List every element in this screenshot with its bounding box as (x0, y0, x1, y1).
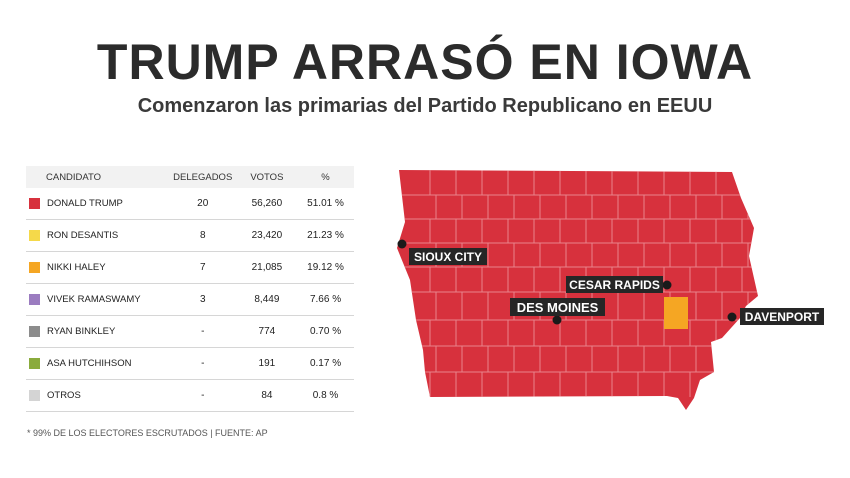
delegates-cell: 8 (168, 219, 237, 252)
city-dot (662, 280, 672, 290)
votes-cell: 21,085 (236, 251, 298, 284)
main-title: TRUMP ARRASÓ EN IOWA (96, 34, 754, 90)
color-swatch (29, 261, 40, 273)
city-label-box (566, 276, 663, 293)
votes-cell: 56,260 (236, 188, 298, 220)
city-dot (727, 312, 737, 322)
votes-cell: 191 (236, 347, 298, 380)
city-dot (397, 239, 407, 249)
table-row: DONALD TRUMP 20 56,260 51.01 % (26, 188, 354, 220)
delegates-cell: - (168, 347, 237, 380)
candidate-name: ASA HUTCHIHSON (47, 358, 132, 369)
footnote: * 99% DE LOS ELECTORES ESCRUTADOS | FUEN… (27, 428, 268, 438)
city-marker-cesar-rapids: CESAR RAPIDS (566, 276, 672, 293)
city-label: DES MOINES (517, 300, 599, 315)
table-row: ASA HUTCHIHSON - 191 0.17 % (26, 347, 354, 380)
city-label: DAVENPORT (745, 310, 820, 324)
candidate-name: DONALD TRUMP (47, 198, 123, 209)
percent-cell: 0.17 % (297, 347, 354, 380)
candidate-cell: RYAN BINKLEY (26, 315, 169, 348)
color-swatch (29, 325, 40, 337)
color-swatch (29, 197, 40, 209)
candidate-cell: DONALD TRUMP (26, 188, 169, 220)
votes-cell: 774 (236, 315, 298, 348)
candidate-cell: VIVEK RAMASWAMY (26, 283, 169, 316)
color-swatch (29, 357, 40, 369)
votes-cell: 8,449 (236, 283, 298, 316)
percent-cell: 51.01 % (297, 188, 354, 220)
candidate-cell: OTROS (26, 379, 169, 412)
table-row: VIVEK RAMASWAMY 3 8,449 7.66 % (26, 283, 354, 316)
candidate-name: RYAN BINKLEY (47, 326, 116, 337)
city-label-box (510, 298, 605, 316)
candidate-name: VIVEK RAMASWAMY (47, 294, 141, 305)
delegates-cell: 3 (168, 283, 237, 316)
header-percent: % (297, 166, 354, 188)
percent-cell: 0.70 % (297, 315, 354, 348)
votes-cell: 23,420 (236, 219, 298, 252)
candidate-name: RON DESANTIS (47, 230, 119, 241)
city-marker-des-moines: DES MOINES (510, 298, 605, 325)
table-row: RYAN BINKLEY - 774 0.70 % (26, 315, 354, 348)
color-swatch (29, 229, 40, 241)
city-label: SIOUX CITY (414, 250, 482, 264)
table-row: RON DESANTIS 8 23,420 21.23 % (26, 219, 354, 252)
candidate-cell: RON DESANTIS (26, 219, 169, 252)
city-marker-sioux-city: SIOUX CITY (397, 239, 487, 265)
color-swatch (29, 389, 40, 401)
delegates-cell: 20 (168, 188, 237, 220)
percent-cell: 0.8 % (297, 379, 354, 412)
votes-cell: 84 (236, 379, 298, 412)
header-candidate: CANDIDATO (26, 166, 169, 188)
subtitle: Comenzaron las primarias del Partido Rep… (137, 95, 713, 117)
candidate-cell: ASA HUTCHIHSON (26, 347, 169, 380)
candidate-cell: NIKKI HALEY (26, 251, 169, 284)
city-dot (552, 315, 562, 325)
delegates-cell: 7 (168, 251, 237, 284)
percent-cell: 7.66 % (297, 283, 354, 316)
header-votes: VOTOS (236, 166, 298, 188)
table-header-row: CANDIDATO DELEGADOS VOTOS % (26, 166, 354, 188)
header-delegates: DELEGADOS (168, 166, 237, 188)
percent-cell: 19.12 % (297, 251, 354, 284)
percent-cell: 21.23 % (297, 219, 354, 252)
color-swatch (29, 293, 40, 305)
city-marker-davenport: DAVENPORT (727, 308, 824, 325)
city-label-box (740, 308, 824, 325)
delegates-cell: - (168, 379, 237, 412)
table-row: OTROS - 84 0.8 % (26, 379, 354, 412)
candidate-name: OTROS (47, 390, 81, 401)
table-row: NIKKI HALEY 7 21,085 19.12 % (26, 251, 354, 284)
results-table: CANDIDATO DELEGADOS VOTOS % DONALD TRUMP… (26, 166, 354, 412)
candidate-name: NIKKI HALEY (47, 262, 106, 273)
delegates-cell: - (168, 315, 237, 348)
haley-county (664, 297, 688, 329)
city-label-box (409, 248, 487, 265)
city-label: CESAR RAPIDS (569, 278, 660, 292)
